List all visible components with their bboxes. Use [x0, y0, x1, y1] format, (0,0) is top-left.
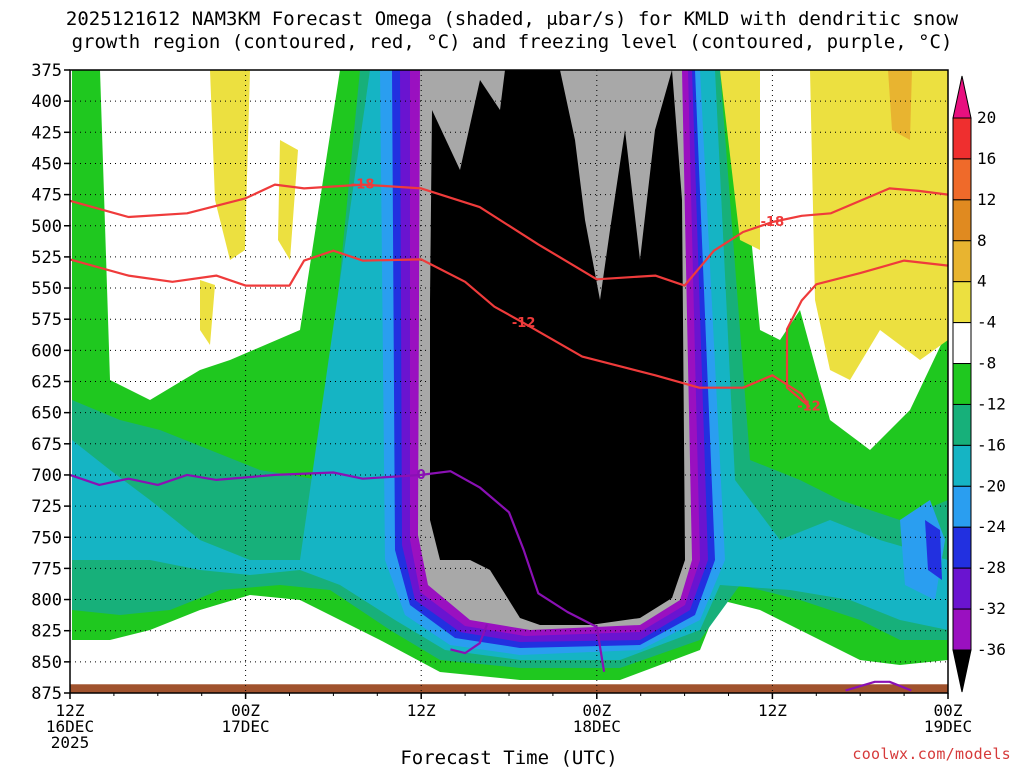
omega-field-orange — [888, 70, 912, 140]
x-tick-label: 16DEC — [46, 717, 94, 736]
colorbar-label: -8 — [977, 354, 996, 373]
x-tick-label: 17DEC — [222, 717, 270, 736]
y-tick-label: 725 — [31, 497, 62, 517]
y-tick-label: 475 — [31, 186, 62, 206]
y-tick-label: 775 — [31, 559, 62, 579]
colorbar-label: -16 — [977, 435, 1006, 454]
y-tick-label: 800 — [31, 591, 62, 611]
omega-field-yellow — [200, 70, 948, 380]
colorbar-label: -28 — [977, 558, 1006, 577]
x-axis-label: Forecast Time (UTC) — [400, 747, 617, 768]
colorbar-label: 12 — [977, 190, 996, 209]
chart-title-line-2: growth region (contoured, red, °C) and f… — [71, 31, 953, 53]
contour-line-1 — [69, 249, 949, 408]
colorbar-label: 16 — [977, 149, 996, 168]
x-tick-label: 19DEC — [924, 717, 972, 736]
colorbar-swatch — [952, 526, 972, 569]
contour-label: -18 — [351, 178, 375, 193]
colorbar-swatch — [952, 199, 972, 242]
y-tick-label: 575 — [31, 310, 62, 330]
contour-label: -12 — [512, 316, 536, 331]
omega-shading — [70, 70, 948, 693]
y-tick-label: 550 — [31, 279, 62, 299]
x-tick-label: 2025 — [51, 733, 90, 752]
x-tick-label: 00Z — [231, 701, 260, 720]
x-tick-label: 12Z — [56, 701, 85, 720]
colorbar-top-arrow — [952, 75, 972, 119]
x-tick-label: 00Z — [934, 701, 963, 720]
contour-line-2 — [69, 470, 606, 672]
colorbar-swatch — [952, 444, 972, 487]
y-tick-label: 625 — [31, 373, 62, 393]
y-tick-label: 650 — [31, 404, 62, 424]
plot-frame — [69, 69, 949, 694]
colorbar-label: 8 — [977, 231, 987, 250]
colorbar-label: -36 — [977, 640, 1006, 659]
colorbar-swatch — [952, 240, 972, 283]
y-tick-label: 375 — [31, 61, 62, 81]
x-tick-label: 12Z — [407, 701, 436, 720]
y-tick-label: 425 — [31, 123, 62, 143]
y-tick-label: 525 — [31, 248, 62, 268]
colorbar-swatch — [952, 158, 972, 201]
colorbar-swatch — [952, 363, 972, 405]
chart-title-line-1: 2025121612 NAM3KM Forecast Omega (shaded… — [65, 8, 959, 30]
colorbar: 20 16 12 8 4 -4 -8 -12 -16 -20 -24 -28 -32 -36 — [952, 75, 1006, 693]
colorbar-swatch — [952, 403, 972, 446]
y-axis: 375 400 425 450 475 500 525 550 575 600 625 650 675 7… — [31, 61, 70, 704]
y-tick-label: 450 — [31, 154, 62, 174]
colorbar-swatch — [952, 281, 972, 324]
colorbar-label: -32 — [977, 599, 1006, 618]
colorbar-swatch — [952, 485, 972, 528]
contour-line-4 — [845, 680, 912, 692]
colorbar-swatch — [952, 322, 972, 365]
x-tick-label: 18DEC — [573, 717, 621, 736]
y-tick-label: 750 — [31, 528, 62, 548]
x-tick-label: 12Z — [758, 701, 787, 720]
contour-line-3 — [450, 624, 489, 655]
colorbar-label: -20 — [977, 476, 1006, 495]
omega-field-black — [430, 70, 685, 625]
y-tick-label: 700 — [31, 466, 62, 486]
y-tick-label: 600 — [31, 341, 62, 361]
colorbar-label: -12 — [977, 394, 1006, 413]
colorbar-bottom-arrow — [952, 649, 972, 693]
y-tick-label: 875 — [31, 684, 62, 704]
credit-text: coolwx.com/models — [852, 745, 1011, 763]
terrain-surface — [70, 684, 948, 693]
y-tick-label: 500 — [31, 217, 62, 237]
colorbar-label: -24 — [977, 517, 1006, 536]
x-tick-label: 00Z — [582, 701, 611, 720]
colorbar-label: 4 — [977, 272, 987, 291]
colorbar-label: 20 — [977, 108, 996, 127]
contour-line-0 — [69, 183, 949, 287]
colorbar-swatch — [952, 567, 972, 610]
contour-label: 0 — [417, 468, 426, 483]
y-tick-label: 675 — [31, 435, 62, 455]
y-tick-label: 850 — [31, 653, 62, 673]
contour-label: -18 — [761, 215, 785, 230]
colorbar-swatch — [952, 117, 972, 160]
colorbar-label: -4 — [977, 313, 996, 332]
contour-label: -12 — [797, 399, 821, 414]
y-tick-label: 825 — [31, 622, 62, 642]
contour-lines: -18 -18 -12 -12 0 — [69, 178, 949, 692]
y-tick-label: 400 — [31, 92, 62, 112]
colorbar-swatch — [952, 608, 972, 651]
